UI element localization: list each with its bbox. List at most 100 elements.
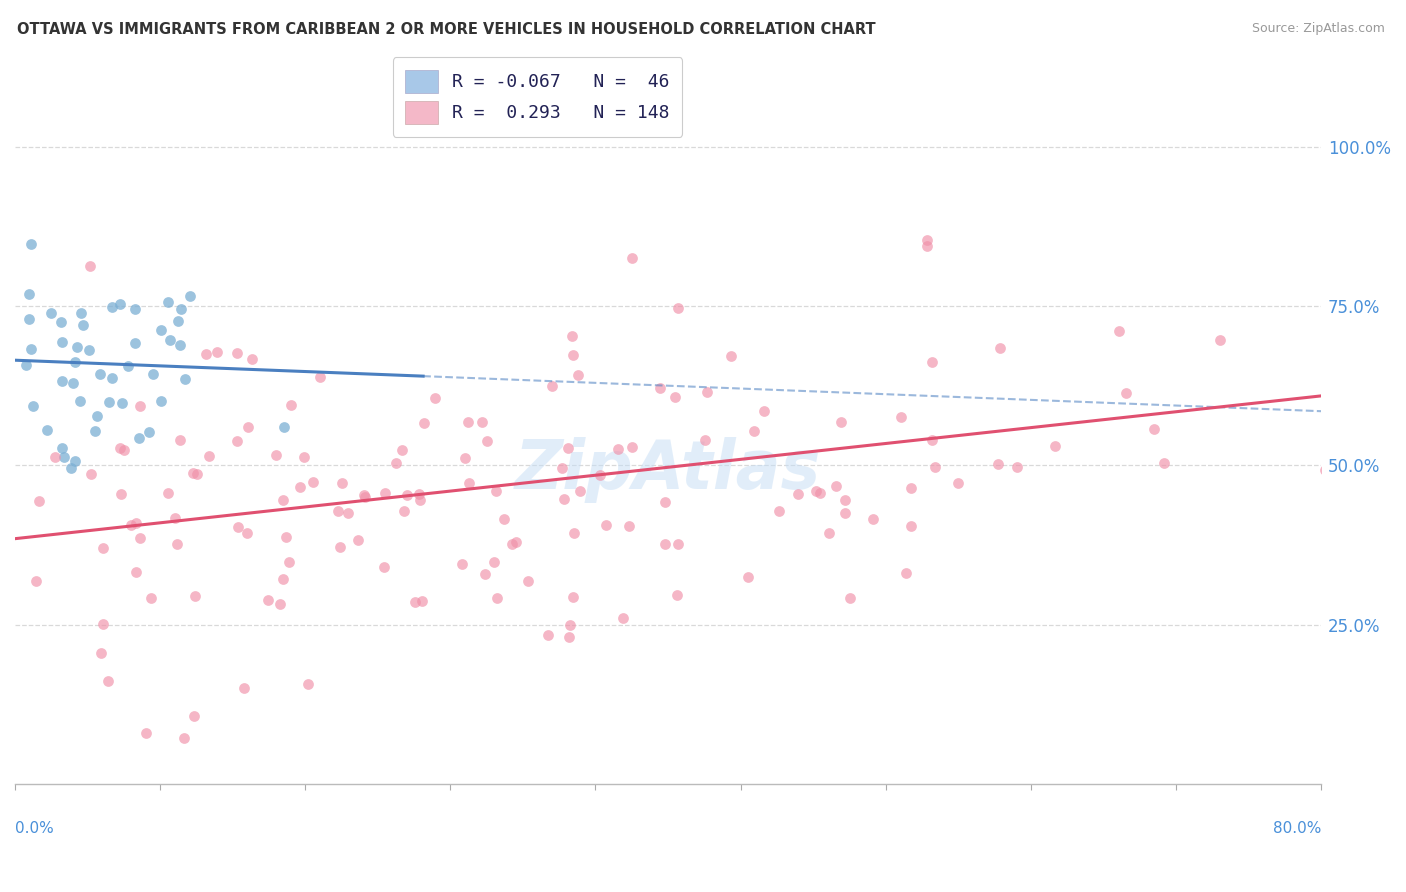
Point [20,342,42,356]
Point [280,398,302,412]
Point [990,341,1012,355]
Point [138,425,160,439]
Point [39,306,62,320]
Point [150,394,173,409]
Point [124,565,146,579]
Point [806,483,828,498]
Point [752,404,775,418]
Point [183,708,205,723]
Point [236,526,259,541]
Point [90,646,112,660]
Point [135,726,157,740]
Point [51,315,73,329]
Point [834,492,856,507]
Point [37,423,59,437]
Point [742,424,765,438]
Point [648,381,671,395]
Point [595,517,617,532]
Point [900,518,922,533]
Point [987,457,1010,471]
Point [384,456,406,470]
Point [290,480,312,494]
Point [15,358,38,372]
Point [181,467,204,481]
Point [665,588,688,602]
Point [167,314,190,328]
Point [264,448,287,462]
Point [557,441,579,455]
Point [62,376,84,390]
Point [485,484,508,499]
Point [51,441,73,455]
Point [111,396,134,410]
Point [589,467,612,482]
Point [621,441,644,455]
Point [392,504,415,518]
Point [225,345,247,359]
Point [179,288,201,302]
Point [561,329,583,343]
Point [894,566,917,580]
Point [915,239,938,253]
Point [391,443,413,458]
Point [720,349,742,363]
Point [84,424,107,438]
Point [454,451,477,466]
Point [326,504,349,518]
Point [297,677,319,691]
Point [77,343,100,357]
Point [273,492,295,507]
Point [890,410,912,425]
Point [142,367,165,381]
Point [159,333,181,347]
Point [332,476,354,491]
Point [921,434,943,448]
Point [28,493,51,508]
Point [269,597,291,611]
Point [1315,463,1337,477]
Point [139,591,162,605]
Point [617,518,640,533]
Point [834,506,856,520]
Point [786,487,808,501]
Point [948,476,970,491]
Text: 0.0%: 0.0% [15,821,53,836]
Point [70,306,93,320]
Point [553,491,575,506]
Point [156,295,179,310]
Point [63,453,86,467]
Point [654,537,676,551]
Point [561,590,583,604]
Point [768,503,790,517]
Point [108,441,131,455]
Point [537,628,560,642]
Point [354,490,377,504]
Point [1005,459,1028,474]
Point [551,461,574,475]
Point [1209,333,1232,347]
Point [450,557,472,571]
Point [921,354,943,368]
Point [396,487,419,501]
Point [226,520,249,534]
Point [612,611,634,625]
Point [97,673,120,688]
Point [276,530,298,544]
Point [302,475,325,489]
Point [505,535,527,549]
Point [862,512,884,526]
Point [24,574,46,588]
Point [128,431,150,445]
Point [471,415,494,429]
Point [825,479,848,493]
Point [242,351,264,366]
Point [347,533,370,547]
Point [567,368,589,383]
Point [97,395,120,409]
Point [66,340,89,354]
Point [166,537,188,551]
Point [44,450,66,464]
Point [818,526,841,541]
Point [292,450,315,464]
Point [654,495,676,509]
